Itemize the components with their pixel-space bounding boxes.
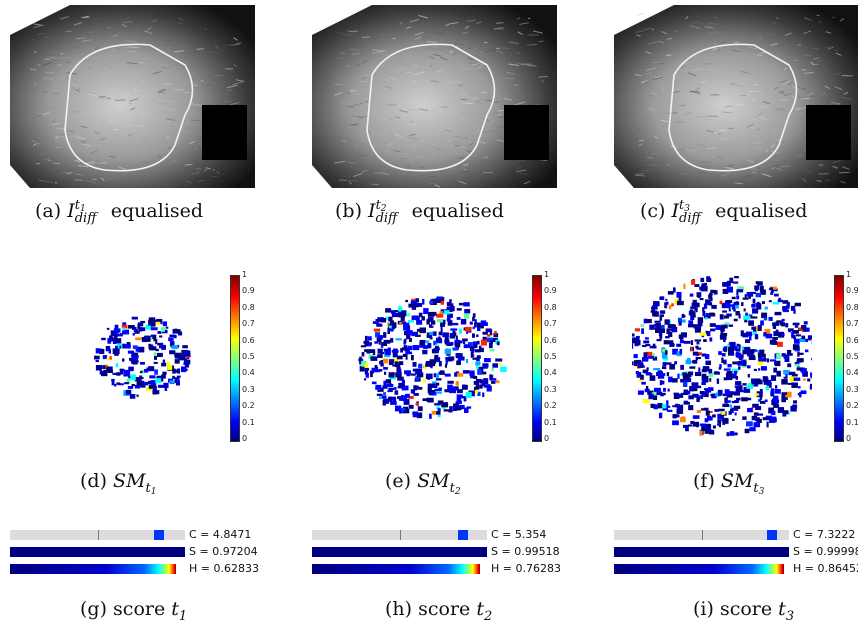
xray-image	[10, 5, 255, 188]
colorbar-tick-label: 0.9	[846, 286, 858, 296]
colorbar-tick-label: 0.6	[242, 335, 255, 345]
masked-region	[806, 105, 851, 160]
colorbar	[834, 275, 844, 442]
colorbar-tick-label: 1	[846, 270, 852, 279]
colorbar	[230, 275, 240, 442]
colorbar-tick-label: 0.7	[846, 319, 858, 329]
xray-image	[312, 5, 557, 188]
colorbar-tick-label: 0.8	[544, 302, 557, 312]
colorbar-tick-label: 0.2	[846, 401, 858, 411]
colorbar-tick-label: 0.9	[242, 286, 255, 296]
colorbar-tick-label: 0.3	[544, 384, 557, 394]
s-score-bar	[10, 547, 185, 557]
subfigure-caption: (e) SMt2	[385, 470, 461, 497]
colorbar-tick-label: 0.1	[846, 417, 858, 427]
xray-body	[614, 5, 858, 188]
roi-outline	[668, 43, 798, 172]
colorbar-tick-label: 0.8	[242, 302, 255, 312]
saliency-map	[632, 276, 812, 437]
colorbar-tick-label: 0.1	[544, 417, 557, 427]
subfigure-caption: (h) score t2	[385, 598, 493, 624]
subfigure-caption: (i) score t3	[693, 598, 795, 624]
colorbar-tick-label: 0.2	[242, 401, 255, 411]
colorbar-tick-label: 0	[242, 434, 248, 443]
c-score-midline	[399, 530, 401, 540]
colorbar-tick-label: 0.4	[242, 368, 255, 378]
subfigure-caption: (d) SMt1	[80, 470, 157, 497]
colorbar-tick-label: 0.1	[242, 417, 255, 427]
h-score-label: H = 0.86452	[793, 562, 858, 575]
c-score-marker	[153, 530, 164, 540]
xray-body	[312, 5, 557, 188]
c-score-midline	[97, 530, 99, 540]
masked-region	[504, 105, 549, 160]
colorbar-tick-label: 0.6	[544, 335, 557, 345]
c-score-marker	[457, 530, 468, 540]
colorbar-tick-label: 0.7	[242, 319, 255, 329]
c-score-label: C = 5.354	[491, 528, 547, 541]
s-score-label: S = 0.99518	[491, 545, 560, 558]
colorbar-tick-label: 0.5	[846, 352, 858, 361]
xray-image	[614, 5, 858, 188]
colorbar-tick-label: 0.4	[544, 368, 557, 378]
roi-outline	[366, 43, 496, 172]
colorbar-tick-label: 1	[544, 270, 550, 279]
colorbar-tick-label: 0.7	[544, 319, 557, 329]
colorbar-tick-label: 0.5	[544, 352, 557, 361]
colorbar	[532, 275, 542, 442]
masked-region	[202, 105, 247, 160]
h-score-label: H = 0.76283	[491, 562, 561, 575]
roi-outline	[64, 43, 194, 172]
subfigure-caption: (g) score t1	[80, 598, 188, 624]
colorbar-tick-label: 0	[544, 434, 550, 443]
h-score-bar	[10, 564, 185, 574]
xray-body	[10, 5, 255, 188]
colorbar-tick-label: 0.8	[846, 302, 858, 312]
s-score-bar	[312, 547, 487, 557]
saliency-map	[358, 296, 507, 419]
c-score-midline	[701, 530, 703, 540]
s-score-label: S = 0.97204	[189, 545, 258, 558]
colorbar-tick-label: 0.3	[846, 384, 858, 394]
c-score-label: C = 7.3222	[793, 528, 856, 541]
colorbar-tick-label: 0.3	[242, 384, 255, 394]
colorbar-tick-label: 0.4	[846, 368, 858, 378]
subfigure-caption: (f) SMt3	[693, 470, 765, 497]
colorbar-tick-label: 1	[242, 270, 248, 279]
s-score-bar	[614, 547, 789, 557]
c-score-marker	[766, 530, 777, 540]
c-score-label: C = 4.8471	[189, 528, 252, 541]
s-score-label: S = 0.99998	[793, 545, 858, 558]
colorbar-tick-label: 0.6	[846, 335, 858, 345]
h-score-label: H = 0.62833	[189, 562, 259, 575]
colorbar-tick-label: 0.2	[544, 401, 557, 411]
colorbar-tick-label: 0.9	[544, 286, 557, 296]
colorbar-tick-label: 0.5	[242, 352, 255, 361]
colorbar-tick-label: 0	[846, 434, 852, 443]
h-score-bar	[312, 564, 487, 574]
h-score-bar	[614, 564, 789, 574]
saliency-map	[94, 316, 191, 399]
